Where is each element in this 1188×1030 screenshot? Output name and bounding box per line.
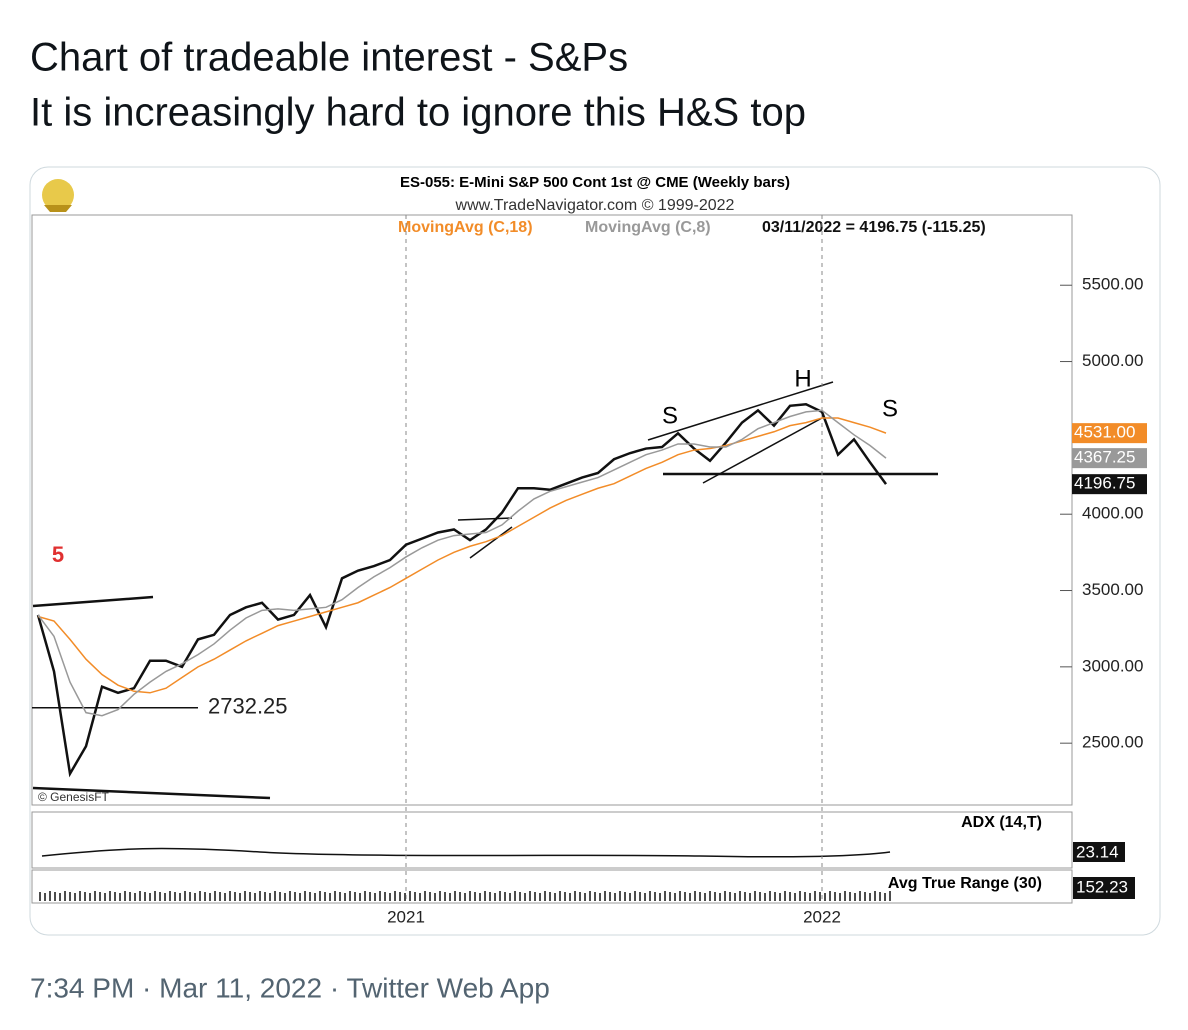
tweet-text: Chart of tradeable interest - S&Ps [30, 36, 628, 80]
panel-label: Avg True Range (30) [888, 875, 1042, 892]
moving-average [37, 417, 887, 694]
legend-entry: MovingAvg (C,18) [398, 219, 533, 236]
panel-value: 23.14 [1076, 842, 1119, 861]
level-label: 2732.25 [208, 694, 288, 719]
panel-label: ADX (14,T) [961, 814, 1042, 831]
chart-subtitle: www.TradeNavigator.com © 1999-2022 [455, 197, 735, 214]
last-price: 03/11/2022 = 4196.75 (-115.25) [762, 219, 986, 236]
chart-title: ES-055: E-Mini S&P 500 Cont 1st @ CME (W… [400, 174, 790, 191]
adx-line [41, 847, 891, 858]
tweet-text: It is increasingly hard to ignore this H… [30, 91, 806, 135]
adx-panel [31, 811, 1073, 869]
annotation: S [662, 402, 678, 429]
annotation: H [794, 365, 811, 392]
y-tick-label: 3500.00 [1082, 580, 1143, 599]
y-tick-label: 2500.00 [1082, 733, 1143, 752]
moving-average [37, 409, 887, 717]
y-tick-label: 4000.00 [1082, 504, 1143, 523]
value-label: 4196.75 [1074, 474, 1135, 493]
atr-bars [39, 891, 891, 901]
annotation: 5 [52, 542, 64, 567]
value-box [1073, 877, 1135, 899]
value-label: 4367.25 [1074, 448, 1135, 467]
trend-lines [32, 381, 938, 800]
y-tick-label: 5000.00 [1082, 351, 1143, 370]
value-box [1072, 474, 1147, 495]
x-tick-label: 2022 [803, 907, 841, 926]
value-box [1073, 842, 1125, 862]
logo [42, 179, 74, 212]
price-panel [31, 214, 1073, 806]
copyright: © GenesisFT [38, 790, 110, 804]
y-tick-label: 5500.00 [1082, 275, 1143, 294]
y-tick-label: 3000.00 [1082, 656, 1143, 675]
annotation: S [882, 395, 898, 422]
x-tick-label: 2021 [387, 907, 425, 926]
panel-value: 152.23 [1076, 877, 1128, 896]
value-box [1072, 448, 1147, 469]
value-box [1072, 423, 1147, 444]
tweet-footer: 7:34 PM · Mar 11, 2022 · Twitter Web App [30, 972, 550, 1003]
legend-entry: MovingAvg (C,8) [585, 219, 711, 236]
value-label: 4531.00 [1074, 423, 1135, 442]
